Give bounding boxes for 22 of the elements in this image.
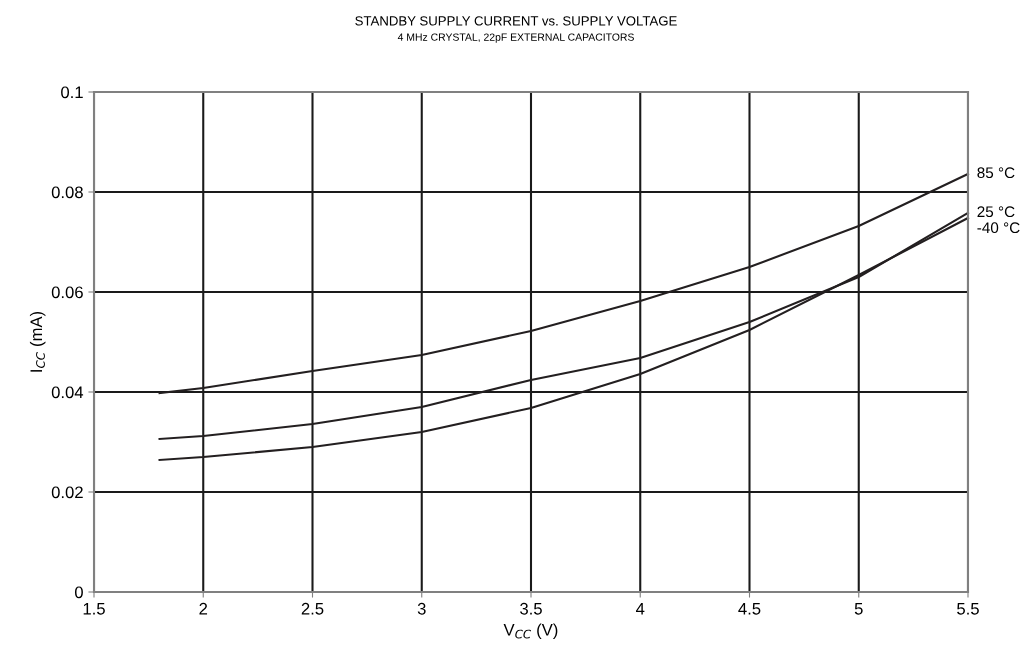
x-tick-label: 3 [417,602,426,615]
x-tick-label: 4 [636,603,645,615]
x-axis-title: V$_{CC}$ (V) [503,623,558,640]
x-tick-label: 2 [199,602,208,615]
series-label: -40 °C [977,222,1020,234]
y-tick-label: 0.1 [61,86,83,99]
y-axis-title: I$_{CC}$ (mA) [29,311,46,372]
x-tick-label: 5 [854,603,863,615]
x-tick-label: 5.5 [957,603,979,615]
y-tick-label: 0.04 [51,386,84,399]
y-tick-label: 0.06 [51,286,83,299]
x-tick-label: 1.5 [83,603,105,615]
y-tick-label: 0 [74,586,83,599]
series-label: 85 °C [977,167,1015,179]
y-tick-label: 0.02 [51,486,83,499]
y-tick-label: 0.08 [51,186,83,199]
x-tick-label: 4.5 [738,603,761,615]
chart-subtitle: 4 MHz CRYSTAL, 22pF EXTERNAL CAPACITORS [397,33,634,43]
series-label: 25 °C [977,206,1015,218]
x-tick-label: 2.5 [301,602,324,615]
x-tick-label: 3.5 [520,602,542,615]
chart-title: STANDBY SUPPLY CURRENT vs. SUPPLY VOLTAGE [355,16,677,26]
